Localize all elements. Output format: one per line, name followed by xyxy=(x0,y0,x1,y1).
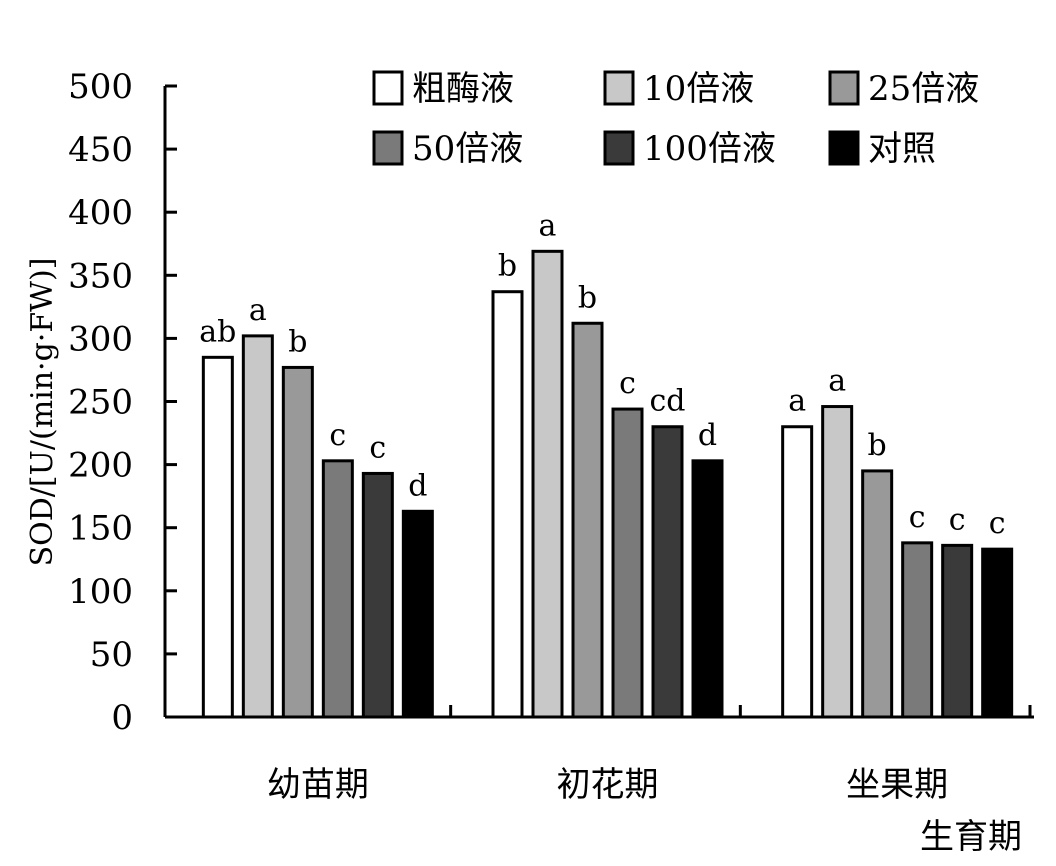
bar xyxy=(201,355,234,719)
significance-label: c xyxy=(619,366,636,401)
bar xyxy=(821,405,854,719)
y-tick-label: 500 xyxy=(68,67,133,107)
bar xyxy=(861,469,894,719)
bar xyxy=(531,249,564,719)
significance-label: d xyxy=(698,418,717,453)
bar xyxy=(651,425,684,719)
significance-label: c xyxy=(369,430,386,465)
significance-label: a xyxy=(828,364,846,399)
y-tick-label: 50 xyxy=(90,635,133,675)
significance-label: c xyxy=(989,506,1006,541)
y-tick-label: 450 xyxy=(68,130,133,170)
legend-swatch xyxy=(603,70,635,106)
significance-label: c xyxy=(949,502,966,537)
x-category-label: 坐果期 xyxy=(846,765,948,805)
legend-label: 50倍液 xyxy=(412,129,523,169)
bar xyxy=(611,407,644,719)
significance-label: c xyxy=(909,500,926,535)
significance-label: b xyxy=(498,249,517,284)
bar xyxy=(571,321,604,719)
y-tick-label: 100 xyxy=(68,572,133,612)
y-tick-label: 350 xyxy=(68,256,133,296)
x-group-separators xyxy=(449,705,1032,717)
significance-label: cd xyxy=(649,384,685,419)
y-tick-label: 150 xyxy=(68,509,133,549)
legend-label: 粗酶液 xyxy=(412,69,514,109)
y-tick-label: 0 xyxy=(111,698,133,738)
bar xyxy=(941,543,974,719)
x-category-labels: 幼苗期 初花期 坐果期 xyxy=(267,765,948,805)
legend-swatch xyxy=(372,70,404,106)
bar xyxy=(241,334,274,719)
bar xyxy=(321,459,354,719)
y-ticks: 0 50 100 150 200 250 300 350 400 450 500 xyxy=(68,67,177,738)
y-tick-label: 300 xyxy=(68,319,133,359)
x-category-label: 初花期 xyxy=(557,765,659,805)
legend-label: 25倍液 xyxy=(868,69,979,109)
significance-label: ab xyxy=(199,314,236,349)
y-tick-label: 400 xyxy=(68,193,133,233)
bar xyxy=(361,471,394,719)
legend-label: 100倍液 xyxy=(643,129,776,169)
bar xyxy=(901,541,934,719)
significance-label: a xyxy=(249,293,267,328)
x-category-label: 幼苗期 xyxy=(267,765,369,805)
legend-label: 10倍液 xyxy=(643,69,754,109)
y-tick-label: 250 xyxy=(68,383,133,423)
bar xyxy=(691,459,724,719)
legend-swatch xyxy=(603,130,635,166)
y-tick-label: 200 xyxy=(68,446,133,486)
y-axis-label: SOD/[U/(min·g·FW)] xyxy=(25,258,60,567)
x-axis-label: 生育期 xyxy=(920,817,1022,857)
legend: 粗酶液 10倍液 25倍液 50倍液 100倍液 对照 xyxy=(372,69,979,169)
significance-label: b xyxy=(868,428,887,463)
bar xyxy=(401,509,434,719)
bars-layer xyxy=(201,249,1014,719)
legend-swatch xyxy=(828,70,860,106)
significance-label: b xyxy=(578,280,597,315)
significance-label: d xyxy=(408,468,427,503)
bar xyxy=(781,425,814,719)
significance-label: a xyxy=(788,384,806,419)
significance-label: a xyxy=(539,208,557,243)
significance-label: c xyxy=(329,418,346,453)
bar xyxy=(981,547,1014,719)
significance-label: b xyxy=(288,324,307,359)
legend-swatch xyxy=(372,130,404,166)
legend-swatch xyxy=(828,130,860,166)
bar xyxy=(281,365,314,719)
legend-label: 对照 xyxy=(868,129,936,169)
bar xyxy=(491,290,524,719)
